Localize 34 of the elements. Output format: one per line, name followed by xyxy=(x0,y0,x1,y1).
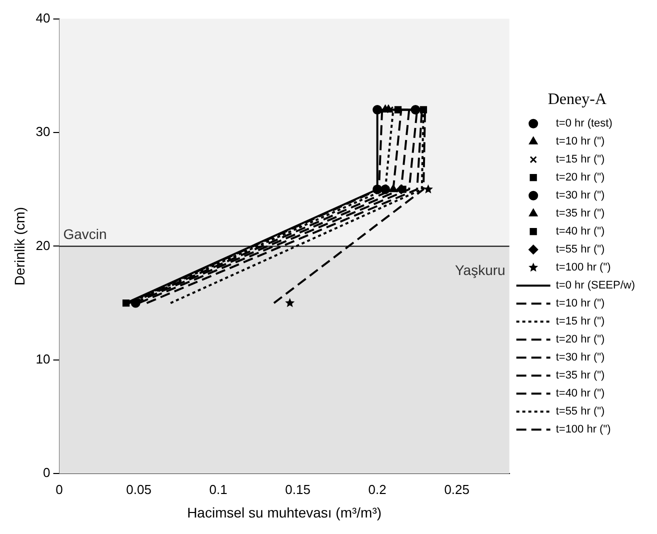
legend-label: t=30 hr (") xyxy=(556,352,605,364)
legend-label: t=20 hr (") xyxy=(556,172,605,184)
x-tick-label: 0.25 xyxy=(444,482,470,497)
legend-label: t=20 hr (") xyxy=(556,334,605,346)
legend-label: t=35 hr (") xyxy=(556,370,605,382)
x-tick-label: 0.15 xyxy=(285,482,310,497)
legend-label: t=35 hr (") xyxy=(556,208,605,220)
legend-label: t=30 hr (") xyxy=(556,190,605,202)
legend-label: t=40 hr (") xyxy=(556,226,605,238)
y-tick-label: 20 xyxy=(36,238,50,253)
legend-label: t=100 hr (") xyxy=(556,424,611,436)
y-tick-label: 10 xyxy=(36,351,50,366)
legend-label: t=10 hr (") xyxy=(556,136,605,148)
legend-label: t=15 hr (") xyxy=(556,154,605,166)
legend-title: Deney-A xyxy=(548,91,607,108)
x-tick-label: 0.05 xyxy=(126,482,152,497)
y-axis-title: Derinlik (cm) xyxy=(11,206,28,286)
legend-label: t=10 hr (") xyxy=(556,298,605,310)
x-axis-title: Hacimsel su muhtevası (m³/m³) xyxy=(187,504,382,520)
x-tick-label: 0.1 xyxy=(209,482,228,497)
legend-label: t=40 hr (") xyxy=(556,388,605,400)
x-tick-label: 0 xyxy=(56,482,63,497)
legend-label: t=15 hr (") xyxy=(556,316,605,328)
y-tick-label: 30 xyxy=(36,124,50,140)
y-tick-label: 40 xyxy=(36,10,50,26)
y-tick-label: 0 xyxy=(43,465,50,480)
band-label: Gavcin xyxy=(63,226,107,242)
legend-label: t=0 hr (SEEP/w) xyxy=(556,280,636,292)
legend-label: t=55 hr (") xyxy=(556,406,605,418)
legend-label: t=100 hr (") xyxy=(556,262,611,274)
legend-label: t=0 hr (test) xyxy=(556,118,612,130)
x-tick-label: 0.2 xyxy=(368,482,386,497)
legend-label: t=55 hr (") xyxy=(556,244,605,256)
band-label: Yaşkuru xyxy=(455,262,506,278)
